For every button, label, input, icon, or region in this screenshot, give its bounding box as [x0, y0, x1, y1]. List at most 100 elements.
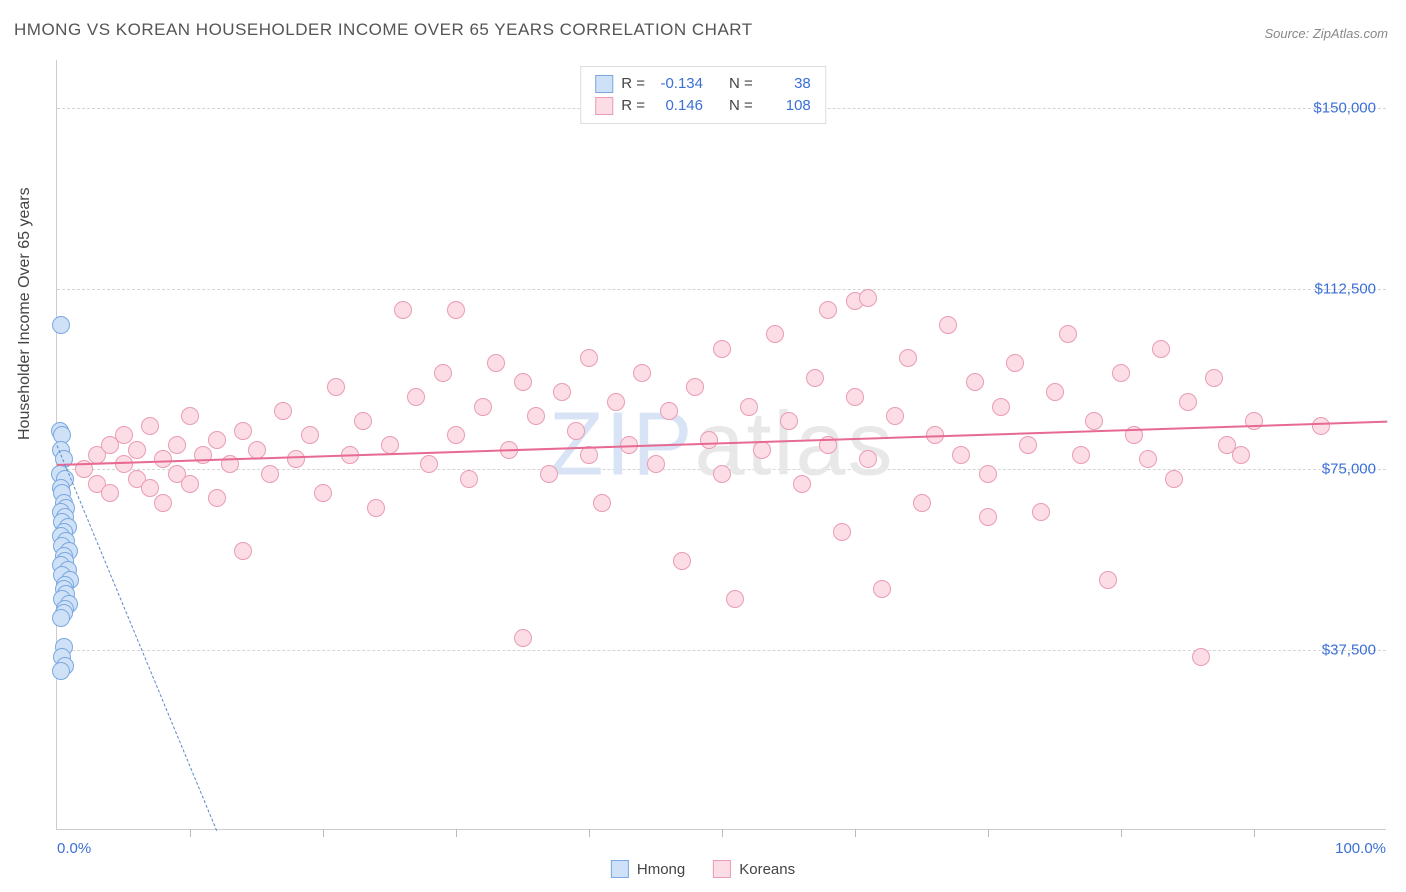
data-point	[234, 422, 252, 440]
data-point	[700, 431, 718, 449]
data-point	[447, 301, 465, 319]
data-point	[128, 441, 146, 459]
ytick-label: $150,000	[1313, 100, 1376, 117]
data-point	[381, 436, 399, 454]
bottom-legend: Hmong Koreans	[611, 860, 795, 878]
data-point	[141, 417, 159, 435]
data-point	[434, 364, 452, 382]
data-point	[607, 393, 625, 411]
data-point	[1006, 354, 1024, 372]
data-point	[540, 465, 558, 483]
y-axis-label: Householder Income Over 65 years	[16, 187, 34, 440]
data-point	[859, 450, 877, 468]
data-point	[234, 542, 252, 560]
stats-legend: R = -0.134 N = 38 R = 0.146 N = 108	[580, 66, 826, 124]
swatch-koreans	[713, 860, 731, 878]
gridline	[57, 289, 1386, 290]
data-point	[686, 378, 704, 396]
data-point	[1032, 503, 1050, 521]
r-label: R =	[621, 73, 645, 95]
data-point	[819, 301, 837, 319]
data-point	[52, 662, 70, 680]
data-point	[394, 301, 412, 319]
data-point	[913, 494, 931, 512]
ytick-label: $37,500	[1322, 641, 1376, 658]
xtick	[722, 829, 723, 837]
data-point	[514, 629, 532, 647]
xtick	[1121, 829, 1122, 837]
data-point	[52, 609, 70, 627]
data-point	[899, 349, 917, 367]
trendline	[57, 445, 218, 830]
data-point	[966, 373, 984, 391]
ytick-label: $112,500	[1315, 280, 1376, 297]
data-point	[354, 412, 372, 430]
data-point	[1232, 446, 1250, 464]
data-point	[1099, 571, 1117, 589]
xtick	[323, 829, 324, 837]
data-point	[487, 354, 505, 372]
data-point	[115, 455, 133, 473]
data-point	[314, 484, 332, 502]
data-point	[101, 484, 119, 502]
data-point	[527, 407, 545, 425]
stats-row-koreans: R = 0.146 N = 108	[595, 95, 811, 117]
data-point	[181, 407, 199, 425]
n-label: N =	[729, 95, 753, 117]
data-point	[979, 465, 997, 483]
data-point	[647, 455, 665, 473]
chart-title: HMONG VS KOREAN HOUSEHOLDER INCOME OVER …	[14, 20, 753, 40]
koreans-n-value: 108	[761, 95, 811, 117]
data-point	[367, 499, 385, 517]
data-point	[1046, 383, 1064, 401]
data-point	[793, 475, 811, 493]
legend-item-hmong: Hmong	[611, 860, 685, 878]
data-point	[208, 431, 226, 449]
data-point	[766, 325, 784, 343]
data-point	[1085, 412, 1103, 430]
data-point	[514, 373, 532, 391]
data-point	[1165, 470, 1183, 488]
data-point	[407, 388, 425, 406]
data-point	[248, 441, 266, 459]
hmong-n-value: 38	[761, 73, 811, 95]
data-point	[1019, 436, 1037, 454]
xtick	[988, 829, 989, 837]
data-point	[52, 316, 70, 334]
data-point	[740, 398, 758, 416]
data-point	[846, 388, 864, 406]
data-point	[593, 494, 611, 512]
data-point	[660, 402, 678, 420]
data-point	[873, 580, 891, 598]
data-point	[208, 489, 226, 507]
data-point	[673, 552, 691, 570]
data-point	[274, 402, 292, 420]
ytick-label: $75,000	[1322, 461, 1376, 478]
xtick-label: 100.0%	[1335, 840, 1386, 857]
xtick	[1254, 829, 1255, 837]
data-point	[1245, 412, 1263, 430]
data-point	[1192, 648, 1210, 666]
data-point	[168, 436, 186, 454]
data-point	[780, 412, 798, 430]
xtick	[589, 829, 590, 837]
data-point	[141, 479, 159, 497]
legend-label-koreans: Koreans	[739, 861, 795, 878]
data-point	[713, 465, 731, 483]
plot-area: ZIPatlas $37,500$75,000$112,500$150,0000…	[56, 60, 1386, 830]
data-point	[327, 378, 345, 396]
data-point	[287, 450, 305, 468]
n-label: N =	[729, 73, 753, 95]
xtick	[190, 829, 191, 837]
data-point	[261, 465, 279, 483]
data-point	[447, 426, 465, 444]
data-point	[1072, 446, 1090, 464]
data-point	[474, 398, 492, 416]
data-point	[859, 289, 877, 307]
hmong-r-value: -0.134	[653, 73, 703, 95]
data-point	[553, 383, 571, 401]
data-point	[992, 398, 1010, 416]
data-point	[1179, 393, 1197, 411]
legend-item-koreans: Koreans	[713, 860, 795, 878]
r-label: R =	[621, 95, 645, 117]
